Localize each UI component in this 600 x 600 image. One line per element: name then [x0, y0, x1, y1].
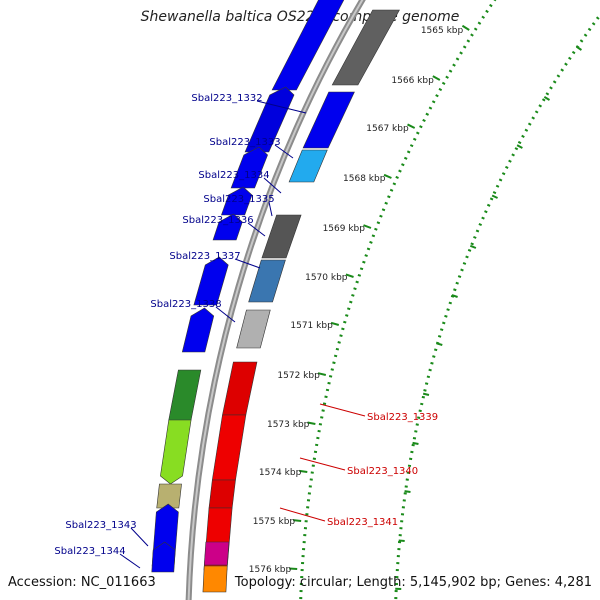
forward-gene-leader	[263, 177, 282, 194]
kbp-tick	[363, 224, 372, 229]
reverse-gene-leader	[279, 507, 326, 522]
gene-arrow-blue	[212, 213, 243, 241]
forward-gene-leader	[130, 527, 149, 547]
kbp-label: 1565 kbp	[421, 26, 464, 36]
kbp-tick	[345, 273, 354, 278]
inner-ring-tick	[436, 342, 443, 346]
forward-gene-label: Sbal223_1343	[65, 520, 136, 531]
inner-ring-tick	[575, 45, 582, 51]
gene-arrow-blue	[193, 256, 229, 306]
kbp-label: 1568 kbp	[343, 174, 386, 184]
kbp-tick	[383, 173, 392, 179]
reverse-gene-leader	[319, 403, 366, 417]
kbp-label: 1576 kbp	[249, 565, 292, 575]
gene-arrow-lime	[160, 419, 192, 485]
gene-block-cyan	[288, 149, 328, 183]
forward-gene-leader	[247, 222, 266, 237]
forward-gene-label: Sbal223_1334	[198, 170, 269, 181]
forward-gene-label: Sbal223_1332	[191, 93, 262, 104]
gene-block-silver	[236, 309, 271, 349]
gene-arrow-blue	[181, 307, 215, 353]
kbp-tick	[317, 372, 327, 376]
kbp-label: 1569 kbp	[323, 224, 366, 234]
forward-gene-leader	[215, 306, 236, 323]
accession-text: Accession: NC_011663	[8, 575, 156, 590]
gene-block-blue	[302, 91, 355, 149]
kbp-tick	[461, 24, 470, 31]
gene-block-steel	[248, 259, 286, 303]
kbp-tick	[330, 321, 340, 326]
gene-arrow-blue	[271, 0, 345, 91]
gene-arrow-blue	[244, 86, 295, 153]
kbp-label: 1571 kbp	[290, 321, 333, 331]
reverse-gene-label: Sbal223_1340	[347, 466, 418, 477]
inner-ring-tick	[451, 294, 458, 298]
kbp-tick	[293, 519, 302, 522]
gene-block-grey	[331, 9, 400, 86]
kbp-label: 1573 kbp	[267, 420, 310, 430]
gene-block-red	[211, 414, 247, 481]
gene-arrow-blue	[221, 186, 253, 216]
kbp-tick	[307, 421, 316, 425]
gene-block-red	[208, 479, 236, 509]
forward-gene-label: Sbal223_1333	[209, 137, 280, 148]
reverse-gene-leader	[299, 457, 346, 471]
inner-ring-tick	[412, 441, 419, 445]
forward-gene-leader	[256, 100, 307, 114]
inner-ring-tick	[516, 144, 523, 149]
inner-ring-tick	[543, 96, 551, 101]
inner-ring-tick	[398, 539, 405, 542]
inner-ring-tick	[469, 244, 477, 249]
forward-gene-leader	[119, 553, 141, 569]
forward-gene-leader	[268, 201, 273, 217]
topology-summary: Topology: circular; Length: 5,145,902 bp…	[234, 575, 592, 590]
gene-arrow-blue	[230, 146, 268, 189]
gene-block-grey	[261, 214, 302, 259]
forward-gene-label: Sbal223_1337	[169, 251, 240, 262]
outer-dotted-ring	[299, 0, 497, 600]
kbp-label: 1574 kbp	[259, 468, 302, 478]
gene-arrow-green	[168, 369, 202, 429]
kbp-tick	[432, 75, 441, 81]
forward-gene-leader	[274, 144, 294, 159]
forward-gene-label: Sbal223_1344	[54, 546, 125, 557]
kbp-label: 1570 kbp	[305, 273, 348, 283]
kbp-label: 1572 kbp	[277, 371, 320, 381]
kbp-label: 1566 kbp	[391, 76, 434, 86]
kbp-label: 1575 kbp	[253, 517, 296, 527]
inner-ring-tick	[404, 490, 411, 493]
backbone-highlight	[187, 0, 364, 600]
gene-block-red	[222, 361, 258, 416]
kbp-tick	[407, 123, 416, 129]
inner-dotted-ring	[394, 12, 600, 600]
forward-gene-label: Sbal223_1336	[182, 215, 253, 226]
inner-ring-tick	[491, 194, 498, 199]
forward-gene-label: Sbal223_1335	[203, 194, 274, 205]
reverse-gene-label: Sbal223_1339	[367, 412, 438, 423]
gene-block-magenta	[203, 541, 230, 566]
kbp-tick	[299, 469, 308, 473]
gene-arrow-blue	[151, 541, 176, 573]
inner-ring-tick	[422, 392, 430, 396]
forward-gene-leader	[234, 258, 261, 269]
kbp-label: 1567 kbp	[366, 124, 409, 134]
gene-block-orange	[202, 565, 228, 593]
forward-gene-label: Sbal223_1338	[150, 299, 221, 310]
reverse-gene-label: Sbal223_1341	[327, 517, 398, 528]
